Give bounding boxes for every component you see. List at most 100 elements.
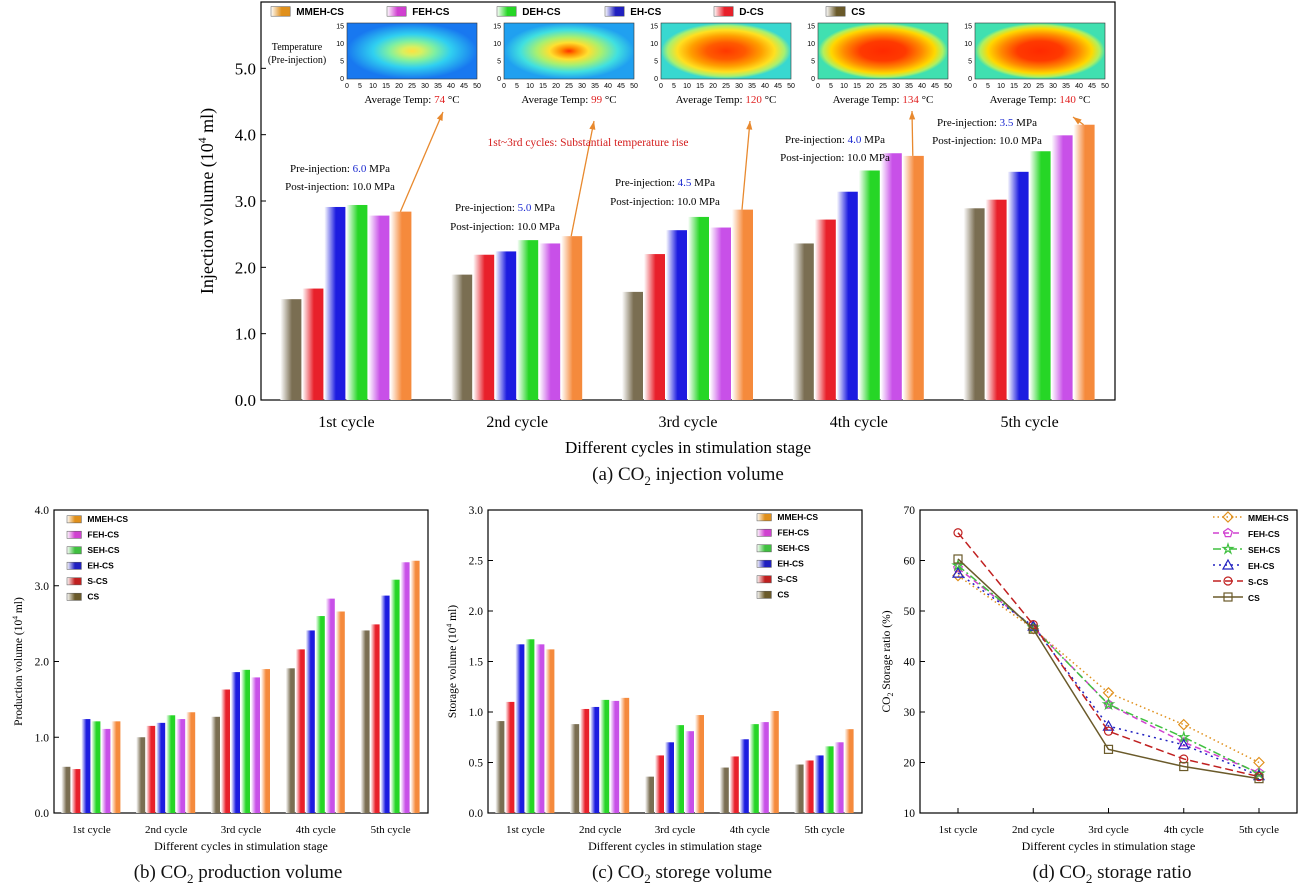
legend-swatch-mmeh-cs bbox=[756, 513, 772, 522]
bar-mmeh-cs-1 bbox=[545, 649, 555, 813]
bar-cs-2 bbox=[136, 737, 146, 813]
heatmap-x-tick: 30 bbox=[578, 83, 586, 90]
legend-swatch-eh-cs bbox=[66, 561, 82, 570]
bar-s-cs-3 bbox=[221, 689, 230, 813]
bar-eh-cs-1 bbox=[81, 719, 91, 813]
legend-swatch-d-cs bbox=[713, 6, 734, 17]
bar-cs-5 bbox=[360, 630, 370, 813]
bar-seh-cs-5 bbox=[390, 579, 400, 813]
heatmap-x-tick: 20 bbox=[866, 83, 874, 90]
heatmap-frame bbox=[974, 22, 1106, 80]
point-mmeh-cs-4 bbox=[1177, 718, 1190, 731]
heatmap-frame bbox=[346, 22, 478, 80]
bar-feh-cs-5 bbox=[400, 562, 410, 813]
series-s-cs bbox=[953, 528, 1264, 782]
y-tick-label: 30 bbox=[904, 707, 916, 719]
y-tick-label: 2.0 bbox=[235, 258, 256, 277]
point-cs-3 bbox=[1103, 744, 1114, 754]
y-tick-label: 0.5 bbox=[469, 758, 484, 770]
legend-label-cs: CS bbox=[851, 7, 865, 18]
pressure-annotations: Pre-injection: 6.0 MPa Post-injection: 10… bbox=[285, 110, 1084, 237]
bar-mmeh-cs-5 bbox=[410, 560, 420, 813]
pre-injection-label: Pre-injection: 4.5 MPa bbox=[615, 177, 715, 189]
bar-deh-cs-2 bbox=[517, 240, 539, 400]
temperature-rise-note: 1st~3rd cycles: Substantial temperature … bbox=[487, 137, 688, 149]
y-tick-label: 5.0 bbox=[235, 59, 256, 78]
legend-swatch-feh-cs bbox=[756, 528, 772, 537]
y-tick-label: 1.0 bbox=[35, 732, 50, 744]
legend-label-feh-cs: FEH-CS bbox=[412, 7, 450, 18]
y-tick-label: 3.0 bbox=[469, 505, 484, 517]
point-s-cs-1 bbox=[953, 528, 963, 538]
series-feh-cs bbox=[952, 562, 1265, 777]
series-line-s-cs bbox=[957, 532, 1260, 778]
heatmap-y-tick: 10 bbox=[964, 41, 972, 48]
y-tick-label: 3.0 bbox=[35, 581, 50, 593]
x-tick-label: 5th cycle bbox=[371, 824, 411, 836]
bar-d-cs-5 bbox=[985, 199, 1007, 400]
point-feh-cs-5 bbox=[1253, 767, 1265, 777]
caption-c: (c) CO2 storege volume bbox=[591, 862, 773, 886]
heatmap-3: 0 5 10 15 20 25 30 35 40 45 50 0 5 10 15 Average Temp: … bbox=[650, 22, 795, 106]
bar-cs-5 bbox=[794, 764, 804, 813]
y-tick-label: 4.0 bbox=[35, 505, 50, 517]
average-temp-label: Average Temp: 99 °C bbox=[521, 94, 616, 106]
callout-arrowhead bbox=[909, 111, 916, 120]
x-tick-label: 3rd cycle bbox=[658, 414, 717, 431]
post-injection-label: Post-injection: 10.0 MPa bbox=[610, 196, 720, 208]
bar-cs-3 bbox=[645, 776, 654, 813]
legend-swatch-eh-cs bbox=[604, 6, 625, 17]
x-tick-label: 5th cycle bbox=[1239, 824, 1279, 836]
legend-swatch-cs bbox=[825, 6, 846, 17]
bar-eh-cs-1 bbox=[324, 206, 346, 400]
bar-feh-cs-2 bbox=[539, 243, 561, 400]
bar-feh-cs-3 bbox=[251, 677, 260, 813]
bar-seh-cs-2 bbox=[600, 699, 610, 813]
x-tick-label: 1st cycle bbox=[318, 414, 374, 431]
y-tick-label: 1.0 bbox=[469, 707, 484, 719]
bar-seh-cs-3 bbox=[241, 669, 250, 813]
bar-feh-cs-2 bbox=[610, 700, 620, 813]
y-tick-label: 70 bbox=[904, 505, 916, 517]
heatmap-field bbox=[504, 23, 634, 79]
average-temp-label: Average Temp: 120 °C bbox=[676, 94, 777, 106]
y-tick-label: 0.0 bbox=[35, 808, 50, 820]
heatmap-x-tick: 5 bbox=[672, 83, 676, 90]
callout-arrowhead bbox=[1073, 117, 1082, 125]
heatmap-x-tick: 15 bbox=[1010, 83, 1018, 90]
x-tick-label: 1st cycle bbox=[506, 824, 545, 836]
heatmap-x-tick: 5 bbox=[829, 83, 833, 90]
x-tick-label: 4th cycle bbox=[296, 824, 336, 836]
heatmap-x-tick: 25 bbox=[879, 83, 887, 90]
heatmap-x-tick: 20 bbox=[552, 83, 560, 90]
heatmap-x-tick: 10 bbox=[840, 83, 848, 90]
heatmap-x-tick: 15 bbox=[382, 83, 390, 90]
heatmap-y-tick: 0 bbox=[654, 76, 658, 83]
bar-eh-cs-3 bbox=[665, 742, 674, 813]
heatmap-x-tick: 40 bbox=[761, 83, 769, 90]
legend-swatch-cs bbox=[756, 590, 772, 599]
legend-label-feh-cs: FEH-CS bbox=[87, 530, 119, 540]
bar-seh-cs-4 bbox=[315, 616, 325, 813]
bar-mmeh-cs-3 bbox=[695, 715, 704, 813]
bar-eh-cs-4 bbox=[836, 191, 858, 400]
x-tick-label: 4th cycle bbox=[1164, 824, 1204, 836]
heatmap-x-tick: 10 bbox=[683, 83, 691, 90]
point-feh-cs-1 bbox=[952, 562, 964, 573]
bar-feh-cs-1 bbox=[535, 644, 545, 813]
heatmap-y-tick: 5 bbox=[654, 59, 658, 66]
y-axis-label: Production volume (104 ml) bbox=[10, 597, 25, 726]
heatmap-y-tick: 15 bbox=[493, 24, 501, 31]
bar-deh-cs-4 bbox=[858, 170, 880, 400]
point-seh-cs-3 bbox=[1101, 697, 1116, 711]
heatmap-x-tick: 40 bbox=[1075, 83, 1083, 90]
caption-a: (a) CO2 injection volume bbox=[592, 464, 784, 488]
heatmap-field bbox=[661, 23, 791, 79]
legend-label-feh-cs: FEH-CS bbox=[1248, 529, 1280, 539]
legend-label-mmeh-cs: MMEH-CS bbox=[296, 7, 344, 18]
bar-feh-cs-1 bbox=[368, 215, 390, 400]
y-tick-label: 1.5 bbox=[469, 657, 484, 669]
legend-label-mmeh-cs: MMEH-CS bbox=[87, 514, 128, 524]
bar-mmeh-cs-1 bbox=[111, 721, 121, 813]
